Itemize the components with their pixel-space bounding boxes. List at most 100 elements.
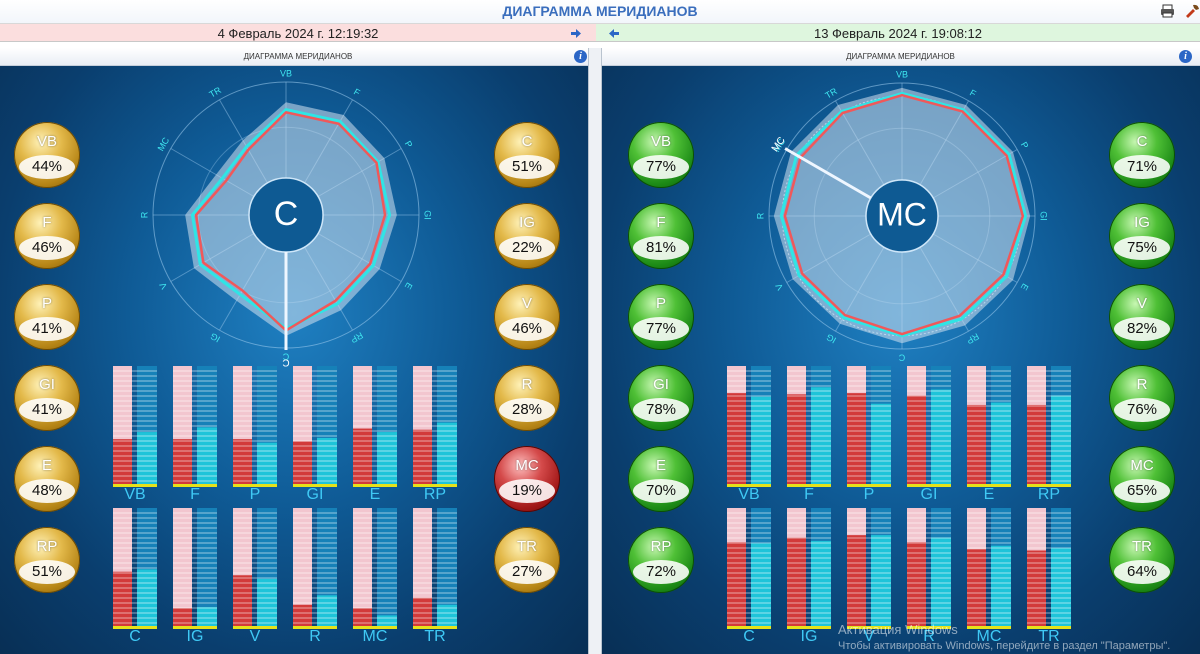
left-bar-label-rp: RP xyxy=(424,486,446,503)
right-ball-p[interactable]: P 77% xyxy=(628,284,694,350)
next-arrow-icon[interactable] xyxy=(570,28,582,39)
left-bar-base xyxy=(173,484,217,487)
right-bar-base xyxy=(847,626,891,629)
right-bar-cyan-gi xyxy=(931,389,951,484)
left-bar-red-gi xyxy=(293,441,312,484)
left-bar-label-r: R xyxy=(309,628,321,645)
ball-percent: 48% xyxy=(19,479,75,503)
left-ball-r[interactable]: R 28% xyxy=(494,365,560,431)
ball-percent: 51% xyxy=(499,155,555,179)
left-bar-base xyxy=(113,626,157,629)
left-bar-cyan-v xyxy=(257,578,277,626)
left-radar-axis-label-gi: GI xyxy=(423,210,433,220)
right-ball-v[interactable]: V 82% xyxy=(1109,284,1175,350)
right-bar-red-f xyxy=(787,394,806,484)
ball-percent: 41% xyxy=(19,398,75,422)
right-ball-gi[interactable]: GI 78% xyxy=(628,365,694,431)
right-date-text: 13 Февраль 2024 г. 19:08:12 xyxy=(813,26,983,41)
left-ball-c[interactable]: C 51% xyxy=(494,122,560,188)
left-ball-tr[interactable]: TR 27% xyxy=(494,527,560,593)
left-ball-e[interactable]: E 48% xyxy=(14,446,80,512)
right-ball-tr[interactable]: TR 64% xyxy=(1109,527,1175,593)
left-bar-label-tr: TR xyxy=(424,628,445,645)
ball-percent: 72% xyxy=(633,560,689,584)
right-ball-r[interactable]: R 76% xyxy=(1109,365,1175,431)
ball-label: IG xyxy=(519,214,535,231)
right-ball-rp[interactable]: RP 72% xyxy=(628,527,694,593)
prev-arrow-icon[interactable] xyxy=(608,28,620,39)
left-bar-label-vb: VB xyxy=(124,486,145,503)
panel-divider xyxy=(588,48,602,654)
right-ball-c[interactable]: C 71% xyxy=(1109,122,1175,188)
left-radar-axis-label-vb: VB xyxy=(280,68,292,78)
left-ball-v[interactable]: V 46% xyxy=(494,284,560,350)
left-ball-vb[interactable]: VB 44% xyxy=(14,122,80,188)
right-bar-cyan-v xyxy=(871,535,891,626)
left-bar-base xyxy=(413,484,457,487)
left-bar-base xyxy=(413,626,457,629)
ball-percent: 77% xyxy=(633,155,689,179)
left-radar-axis-label-c: C xyxy=(282,352,289,362)
left-bar-cyan-p xyxy=(257,442,277,484)
right-radar-axis-label-ig: IG xyxy=(825,332,838,345)
left-ball-gi[interactable]: GI 41% xyxy=(14,365,80,431)
right-radar-axis-label-r: R xyxy=(755,212,765,219)
left-radar-axis-label-ig: IG xyxy=(209,331,222,344)
right-radar-axis-label-f: F xyxy=(968,88,978,100)
ball-percent: 81% xyxy=(633,236,689,260)
left-bar-base xyxy=(353,626,397,629)
right-ball-f[interactable]: F 81% xyxy=(628,203,694,269)
ball-label: V xyxy=(1136,295,1147,312)
left-info-icon[interactable]: i xyxy=(574,50,587,63)
ball-label: RP xyxy=(36,538,58,555)
left-radar-axis-label-v: V xyxy=(158,281,170,291)
right-info-icon[interactable]: i xyxy=(1179,50,1192,63)
left-ball-f[interactable]: F 46% xyxy=(14,203,80,269)
left-radar-axis-label-e: E xyxy=(403,281,415,291)
right-bar-red-v xyxy=(847,535,866,626)
left-bars-row-2: C IG V R MC TR xyxy=(113,508,457,645)
right-radar-pointer xyxy=(784,147,872,200)
right-date-bar: 13 Февраль 2024 г. 19:08:12 xyxy=(596,23,1200,42)
left-bar-label-gi: GI xyxy=(307,486,324,503)
right-radar-center-label: MC xyxy=(877,196,927,232)
right-radar-pointer-label: MC xyxy=(770,135,788,154)
left-ball-p[interactable]: P 41% xyxy=(14,284,80,350)
left-ball-rp[interactable]: RP 51% xyxy=(14,527,80,593)
right-radar-axis-label-p: P xyxy=(1019,140,1031,150)
ball-percent: 46% xyxy=(19,236,75,260)
right-bar-cyan-e xyxy=(991,402,1011,484)
ball-percent: 28% xyxy=(499,398,555,422)
left-ball-mc[interactable]: MC 19% xyxy=(494,446,560,512)
right-bar-cyan-rp xyxy=(1051,395,1071,484)
ball-percent: 46% xyxy=(499,317,555,341)
left-bar-red-vb xyxy=(113,439,132,484)
right-bar-base xyxy=(967,626,1011,629)
settings-icon[interactable] xyxy=(1184,3,1200,19)
right-radar-axis-label-rp: RP xyxy=(965,331,981,346)
ball-label: MC xyxy=(515,457,539,474)
right-radar-outer-ring xyxy=(768,82,1036,350)
right-ball-ig[interactable]: IG 75% xyxy=(1109,203,1175,269)
left-bar-red-f xyxy=(173,439,192,484)
right-ball-mc[interactable]: MC 65% xyxy=(1109,446,1175,512)
ball-label: VB xyxy=(36,133,57,150)
printer-icon[interactable] xyxy=(1160,4,1175,18)
right-bar-label-e: E xyxy=(984,486,995,503)
ball-label: GI xyxy=(653,376,669,393)
left-bar-red-c xyxy=(113,571,132,626)
ball-label: GI xyxy=(39,376,55,393)
left-bar-base xyxy=(173,626,217,629)
left-radar-axis-label-p: P xyxy=(403,139,415,149)
right-radar-axis-label-e: E xyxy=(1019,282,1031,292)
right-ball-vb[interactable]: VB 77% xyxy=(628,122,694,188)
right-bar-cyan-r xyxy=(931,537,951,626)
left-bar-label-e: E xyxy=(370,486,381,503)
right-bar-base xyxy=(907,484,951,487)
right-ball-e[interactable]: E 70% xyxy=(628,446,694,512)
right-subtitle: ДИАГРАММА МЕРИДИАНОВ xyxy=(846,52,955,61)
right-bar-label-c: C xyxy=(743,628,755,645)
ball-label: IG xyxy=(1134,214,1150,231)
left-ball-ig[interactable]: IG 22% xyxy=(494,203,560,269)
